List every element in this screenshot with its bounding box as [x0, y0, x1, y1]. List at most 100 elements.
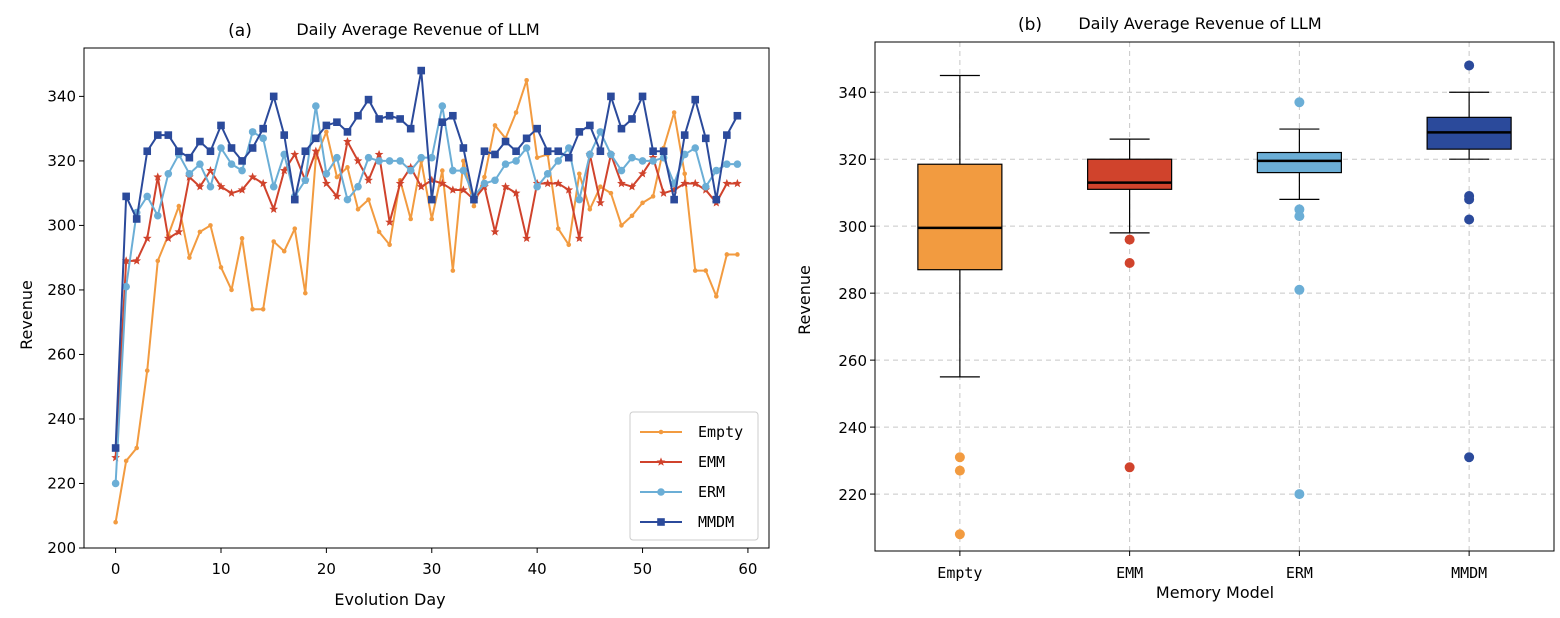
- data-point-mmdm: [396, 115, 404, 123]
- panel-b-axes-frame: [874, 41, 1555, 552]
- data-point-mmdm: [312, 134, 320, 143]
- data-point-emm: [659, 188, 668, 197]
- data-point-empty: [566, 242, 572, 248]
- data-point-mmdm: [259, 124, 267, 133]
- data-point-mmdm: [280, 131, 289, 139]
- data-point-emm: [574, 233, 584, 243]
- data-point-empty: [176, 203, 182, 209]
- data-point-empty: [524, 77, 529, 83]
- data-point-erm: [501, 160, 510, 168]
- data-point-empty: [387, 242, 392, 248]
- legend-marker-empty: [658, 429, 664, 435]
- data-point-empty: [197, 229, 203, 235]
- data-point-empty: [208, 223, 213, 228]
- outlier-point-mmdm: [1464, 214, 1475, 225]
- outlier-point-erm: [1294, 97, 1305, 108]
- data-point-emm: [248, 172, 257, 181]
- box-erm: [1256, 151, 1342, 174]
- data-point-erm: [586, 150, 594, 159]
- data-point-empty: [229, 287, 234, 293]
- data-point-empty: [692, 268, 698, 273]
- series-line-empty: [114, 79, 738, 523]
- data-point-emm: [564, 185, 574, 194]
- data-point-erm: [111, 479, 120, 488]
- data-point-erm: [375, 157, 383, 165]
- y-tick-label: 300: [47, 216, 76, 234]
- data-point-mmdm: [564, 153, 573, 162]
- data-point-empty: [239, 236, 245, 241]
- data-point-emm: [364, 175, 373, 184]
- data-point-erm: [628, 153, 636, 162]
- data-point-emm: [680, 178, 690, 188]
- data-point-empty: [471, 203, 477, 209]
- y-tick-label: 260: [838, 352, 867, 370]
- data-point-emm: [638, 169, 647, 178]
- data-point-erm: [206, 182, 215, 191]
- panel-b-label: (b): [1018, 15, 1042, 35]
- data-point-erm: [575, 195, 584, 204]
- data-point-empty: [292, 226, 298, 231]
- data-point-emm: [142, 233, 152, 243]
- data-point-empty: [724, 252, 730, 257]
- data-point-erm: [312, 102, 320, 110]
- data-point-erm: [196, 160, 204, 168]
- data-point-erm: [522, 144, 531, 152]
- data-point-mmdm: [238, 157, 246, 165]
- x-tick-label-emm: EMM: [1116, 564, 1143, 582]
- data-point-erm: [259, 134, 267, 143]
- data-point-empty: [260, 306, 266, 312]
- legend-marker-emm: [656, 457, 666, 466]
- data-point-mmdm: [217, 121, 225, 130]
- series-line-emm: [114, 140, 738, 458]
- y-tick-label: 280: [47, 281, 76, 299]
- data-point-mmdm: [691, 95, 700, 104]
- data-point-emm: [332, 191, 342, 201]
- data-point-mmdm: [701, 134, 710, 143]
- data-point-erm: [164, 170, 173, 178]
- data-point-erm: [491, 176, 499, 185]
- data-point-emm: [227, 188, 236, 197]
- y-tick-label: 300: [838, 218, 867, 236]
- data-point-erm: [406, 166, 415, 175]
- data-point-mmdm: [659, 147, 668, 156]
- data-point-erm: [480, 179, 489, 188]
- outlier-point-emm: [1124, 234, 1135, 245]
- data-point-mmdm: [122, 192, 130, 201]
- data-point-emm: [353, 156, 363, 165]
- data-point-emm: [132, 256, 142, 265]
- data-point-mmdm: [153, 131, 162, 139]
- data-point-emm: [733, 178, 742, 188]
- data-point-mmdm: [638, 92, 647, 101]
- x-tick-label: 40: [528, 560, 547, 578]
- legend-label-mmdm: MMDM: [698, 513, 734, 531]
- outlier-point-emm: [1124, 462, 1135, 473]
- x-tick-label: 0: [111, 560, 121, 578]
- data-point-mmdm: [248, 144, 257, 152]
- data-point-empty: [376, 229, 382, 235]
- data-point-empty: [408, 216, 413, 222]
- data-point-emm: [343, 136, 352, 146]
- legend-marker-mmdm: [657, 518, 665, 526]
- data-point-emm: [121, 256, 131, 265]
- data-point-empty: [144, 368, 150, 373]
- data-point-erm: [248, 128, 257, 136]
- data-point-empty: [608, 190, 614, 196]
- data-point-erm: [427, 153, 436, 162]
- data-point-empty: [577, 171, 582, 177]
- data-point-emm: [395, 178, 405, 188]
- data-point-empty: [640, 200, 645, 206]
- data-point-mmdm: [554, 147, 563, 156]
- data-point-mmdm: [322, 121, 331, 130]
- data-point-mmdm: [607, 92, 615, 101]
- data-point-erm: [638, 157, 647, 165]
- y-tick-label: 220: [47, 474, 76, 492]
- data-point-emm: [311, 146, 321, 155]
- data-point-empty: [113, 519, 118, 525]
- data-point-erm: [512, 157, 520, 165]
- data-point-empty: [461, 158, 466, 164]
- data-point-mmdm: [111, 444, 120, 452]
- y-tick-label: 200: [47, 539, 76, 557]
- data-point-emm: [627, 182, 637, 191]
- data-point-erm: [596, 128, 605, 136]
